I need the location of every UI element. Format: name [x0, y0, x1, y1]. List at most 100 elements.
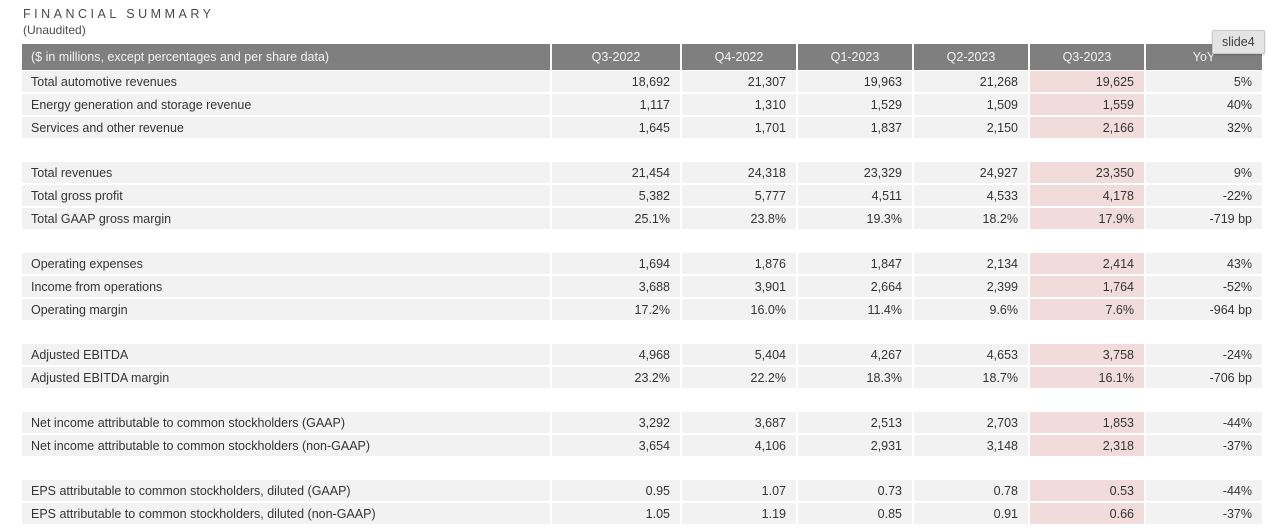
cell: 3,148	[914, 435, 1028, 456]
row-label: Total automotive revenues	[22, 71, 550, 92]
row-label: Net income attributable to common stockh…	[22, 412, 550, 433]
cell: 2,399	[914, 276, 1028, 297]
cell: 4,106	[682, 435, 796, 456]
cell: 4,267	[798, 344, 912, 365]
cell-highlighted: 17.9%	[1030, 208, 1144, 229]
row-label: Adjusted EBITDA margin	[22, 367, 550, 388]
cell: 1,509	[914, 94, 1028, 115]
table-row: Net income attributable to common stockh…	[22, 435, 1262, 456]
row-label: Operating margin	[22, 299, 550, 320]
cell: 3,654	[552, 435, 680, 456]
cell: 2,931	[798, 435, 912, 456]
cell: 22.2%	[682, 367, 796, 388]
cell: 18.7%	[914, 367, 1028, 388]
cell: 19,963	[798, 71, 912, 92]
cell-highlighted: 2,318	[1030, 435, 1144, 456]
column-header-q1-2023: Q1-2023	[798, 44, 912, 70]
cell: 1,694	[552, 253, 680, 274]
cell: 2,150	[914, 117, 1028, 138]
cell: 0.95	[552, 480, 680, 501]
table-row: Adjusted EBITDA 4,968 5,404 4,267 4,653 3,758…	[22, 344, 1262, 365]
cell-highlighted: 4,178	[1030, 185, 1144, 206]
cell: 24,318	[682, 162, 796, 183]
cell: -44%	[1146, 412, 1262, 433]
cell-highlighted: 1,853	[1030, 412, 1144, 433]
cell: 0.73	[798, 480, 912, 501]
column-header-q3-2023: Q3-2023	[1030, 44, 1144, 70]
cell: 1,847	[798, 253, 912, 274]
cell: 1,645	[552, 117, 680, 138]
table-row: EPS attributable to common stockholders,…	[22, 503, 1262, 524]
row-label: Adjusted EBITDA	[22, 344, 550, 365]
cell: 43%	[1146, 253, 1262, 274]
cell-highlighted: 3,758	[1030, 344, 1144, 365]
cell-highlighted: 23,350	[1030, 162, 1144, 183]
section-spacer	[22, 390, 1262, 412]
cell-highlighted: 2,414	[1030, 253, 1144, 274]
cell: 4,533	[914, 185, 1028, 206]
cell: 25.1%	[552, 208, 680, 229]
cell: -719 bp	[1146, 208, 1262, 229]
cell: -22%	[1146, 185, 1262, 206]
slide-number-badge: slide4	[1212, 30, 1265, 54]
cell-highlighted: 19,625	[1030, 71, 1144, 92]
cell: 0.78	[914, 480, 1028, 501]
cell: 4,511	[798, 185, 912, 206]
cell: 1,310	[682, 94, 796, 115]
page-subtitle: (Unaudited)	[23, 23, 86, 37]
cell: 0.91	[914, 503, 1028, 524]
cell: -52%	[1146, 276, 1262, 297]
cell: 9.6%	[914, 299, 1028, 320]
cell: 2,703	[914, 412, 1028, 433]
cell: 9%	[1146, 162, 1262, 183]
row-label: Energy generation and storage revenue	[22, 94, 550, 115]
cell: 1.05	[552, 503, 680, 524]
cell-highlighted: 0.53	[1030, 480, 1144, 501]
cell: -706 bp	[1146, 367, 1262, 388]
cell: 2,134	[914, 253, 1028, 274]
cell-highlighted: 2,166	[1030, 117, 1144, 138]
cell-highlighted: 0.66	[1030, 503, 1144, 524]
cell: -37%	[1146, 435, 1262, 456]
table-row: Operating margin 17.2% 16.0% 11.4% 9.6% 7.6% -…	[22, 299, 1262, 320]
cell: 40%	[1146, 94, 1262, 115]
cell: 4,653	[914, 344, 1028, 365]
table-row: Total gross profit 5,382 5,777 4,511 4,533 4,…	[22, 185, 1262, 206]
row-label: EPS attributable to common stockholders,…	[22, 503, 550, 524]
section-spacer	[22, 458, 1262, 480]
row-label: Total GAAP gross margin	[22, 208, 550, 229]
cell: -24%	[1146, 344, 1262, 365]
cell: 2,664	[798, 276, 912, 297]
cell: 1,117	[552, 94, 680, 115]
row-label: EPS attributable to common stockholders,…	[22, 480, 550, 501]
cell: 1.07	[682, 480, 796, 501]
table-row: Total revenues 21,454 24,318 23,329 24,927 23…	[22, 162, 1262, 183]
row-label: Net income attributable to common stockh…	[22, 435, 550, 456]
cell: 1.19	[682, 503, 796, 524]
cell-highlighted: 1,559	[1030, 94, 1144, 115]
row-label: Services and other revenue	[22, 117, 550, 138]
cell: 24,927	[914, 162, 1028, 183]
cell: 1,876	[682, 253, 796, 274]
section-spacer	[22, 140, 1262, 162]
cell: 3,901	[682, 276, 796, 297]
cell: 5,404	[682, 344, 796, 365]
cell: 3,292	[552, 412, 680, 433]
table-row: Services and other revenue 1,645 1,701 1,83…	[22, 117, 1262, 138]
table-row: Energy generation and storage revenue 1,1…	[22, 94, 1262, 115]
cell: 19.3%	[798, 208, 912, 229]
column-header-q4-2022: Q4-2022	[682, 44, 796, 70]
cell: 3,688	[552, 276, 680, 297]
cell-highlighted: 7.6%	[1030, 299, 1144, 320]
table-header-row: ($ in millions, except percentages and p…	[22, 44, 1262, 70]
table-row: Total GAAP gross margin 25.1% 23.8% 19.3% 18…	[22, 208, 1262, 229]
cell: 32%	[1146, 117, 1262, 138]
column-header-measure: ($ in millions, except percentages and p…	[22, 44, 550, 70]
cell: 1,529	[798, 94, 912, 115]
section-spacer	[22, 231, 1262, 253]
table-row: Adjusted EBITDA margin 23.2% 22.2% 18.3% 18.…	[22, 367, 1262, 388]
cell: 0.85	[798, 503, 912, 524]
table-row: Net income attributable to common stockh…	[22, 412, 1262, 433]
cell: 21,268	[914, 71, 1028, 92]
